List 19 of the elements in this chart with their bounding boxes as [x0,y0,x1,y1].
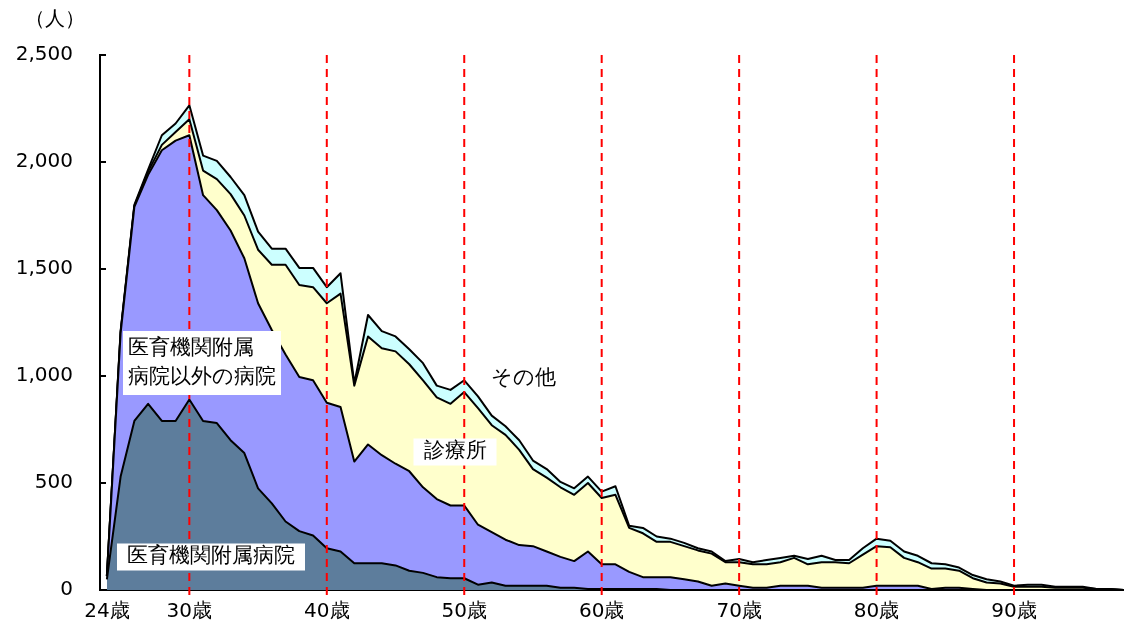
x-tick-label: 40歳 [304,598,350,623]
series-label: 診療所 [423,438,487,463]
series-label: その他 [490,365,556,390]
x-tick-label: 60歳 [578,598,625,623]
y-tick-label: 2,000 [15,148,73,173]
series-label: 医育機関附属病院以外の病院 [128,334,276,388]
x-tick-label: 24歳 [84,598,130,623]
y-tick-label: 1,500 [15,255,73,280]
y-axis-title: （人） [25,6,85,31]
x-tick-label: 50歳 [441,598,487,623]
y-tick-label: 0 [60,576,73,601]
x-tick-label: 70歳 [716,598,762,623]
y-tick-label: 500 [34,469,73,494]
x-tick-label: 30歳 [166,598,213,623]
x-tick-label: 80歳 [853,598,900,623]
series-label: 医育機関附属病院 [127,543,295,568]
x-tick-label: 90歳 [991,598,1037,623]
y-tick-label: 1,000 [15,362,73,387]
y-tick-label: 2,500 [15,41,73,66]
